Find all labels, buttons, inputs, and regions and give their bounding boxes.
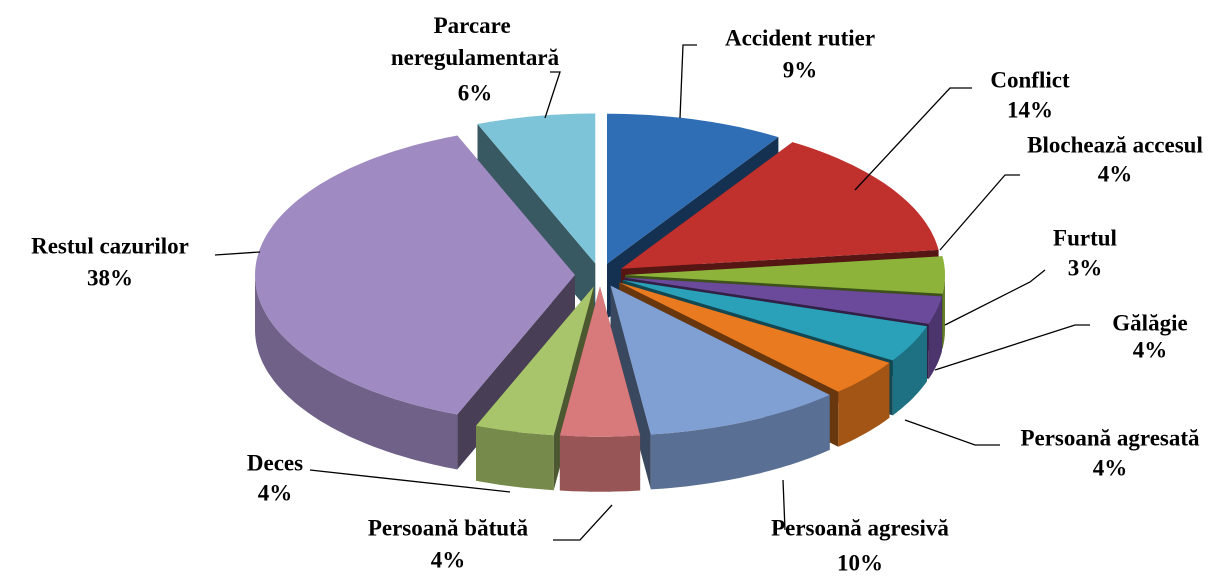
- label-line: Parcare: [434, 13, 517, 38]
- slice: [619, 282, 890, 392]
- slice-wall: [476, 425, 554, 491]
- leader-line: [904, 419, 1000, 446]
- slice-wall: [650, 394, 830, 490]
- leader-line: [939, 174, 1020, 251]
- slice-wall: [892, 326, 927, 416]
- slice: [624, 277, 942, 324]
- slice: [607, 113, 779, 264]
- slice-label: Persoană agresivă: [771, 515, 949, 540]
- value-label: 4%: [1133, 337, 1168, 362]
- leader-line: [214, 251, 261, 256]
- value-label: 4%: [1098, 161, 1133, 186]
- value-label: 4%: [431, 547, 466, 572]
- leader-line: [854, 87, 972, 191]
- value-label: 6%: [458, 80, 493, 105]
- slice-label: Accident rutier: [725, 25, 875, 50]
- slice-wall: [838, 362, 890, 447]
- slice: [622, 280, 927, 361]
- value-label: 3%: [1068, 255, 1103, 280]
- slice-wall: [255, 275, 458, 470]
- slice-label: Restul cazurilor: [31, 233, 189, 258]
- leader-line: [553, 504, 613, 541]
- slice-label: Blochează accesul: [1027, 132, 1203, 157]
- leader-line: [944, 269, 1046, 326]
- label-line: neregulamentară: [391, 45, 560, 70]
- slice: [255, 135, 575, 415]
- slice: [477, 113, 596, 264]
- leader-line: [782, 479, 786, 531]
- leader-line: [679, 44, 697, 119]
- value-label: 4%: [258, 480, 293, 505]
- slice-wall: [559, 435, 641, 492]
- leader-line: [309, 469, 511, 493]
- slice-side: [610, 285, 651, 490]
- slice-wall: [928, 296, 942, 379]
- slice: [621, 142, 939, 269]
- value-label: 9%: [783, 57, 818, 82]
- slice: [559, 286, 641, 437]
- slice: [476, 286, 594, 436]
- leader-line: [544, 71, 561, 119]
- slice: [625, 256, 945, 294]
- slice-label: Furtul: [1053, 225, 1117, 250]
- slice-label: Conflict: [990, 67, 1070, 92]
- value-label: 14%: [1007, 97, 1053, 122]
- value-label: 4%: [1093, 455, 1128, 480]
- slice-label: Persoană bătută: [368, 515, 529, 540]
- value-label: 10%: [837, 550, 883, 575]
- slice: [610, 285, 830, 435]
- slice-wall: [942, 275, 945, 349]
- leader-line: [934, 324, 1090, 371]
- slice-label: Parcare neregulamentară: [391, 13, 560, 70]
- slice-label: Deces: [247, 450, 303, 475]
- slice-label: Persoană agresată: [1020, 425, 1200, 450]
- slice-label: Gălăgie: [1112, 310, 1187, 335]
- value-label: 38%: [87, 265, 133, 290]
